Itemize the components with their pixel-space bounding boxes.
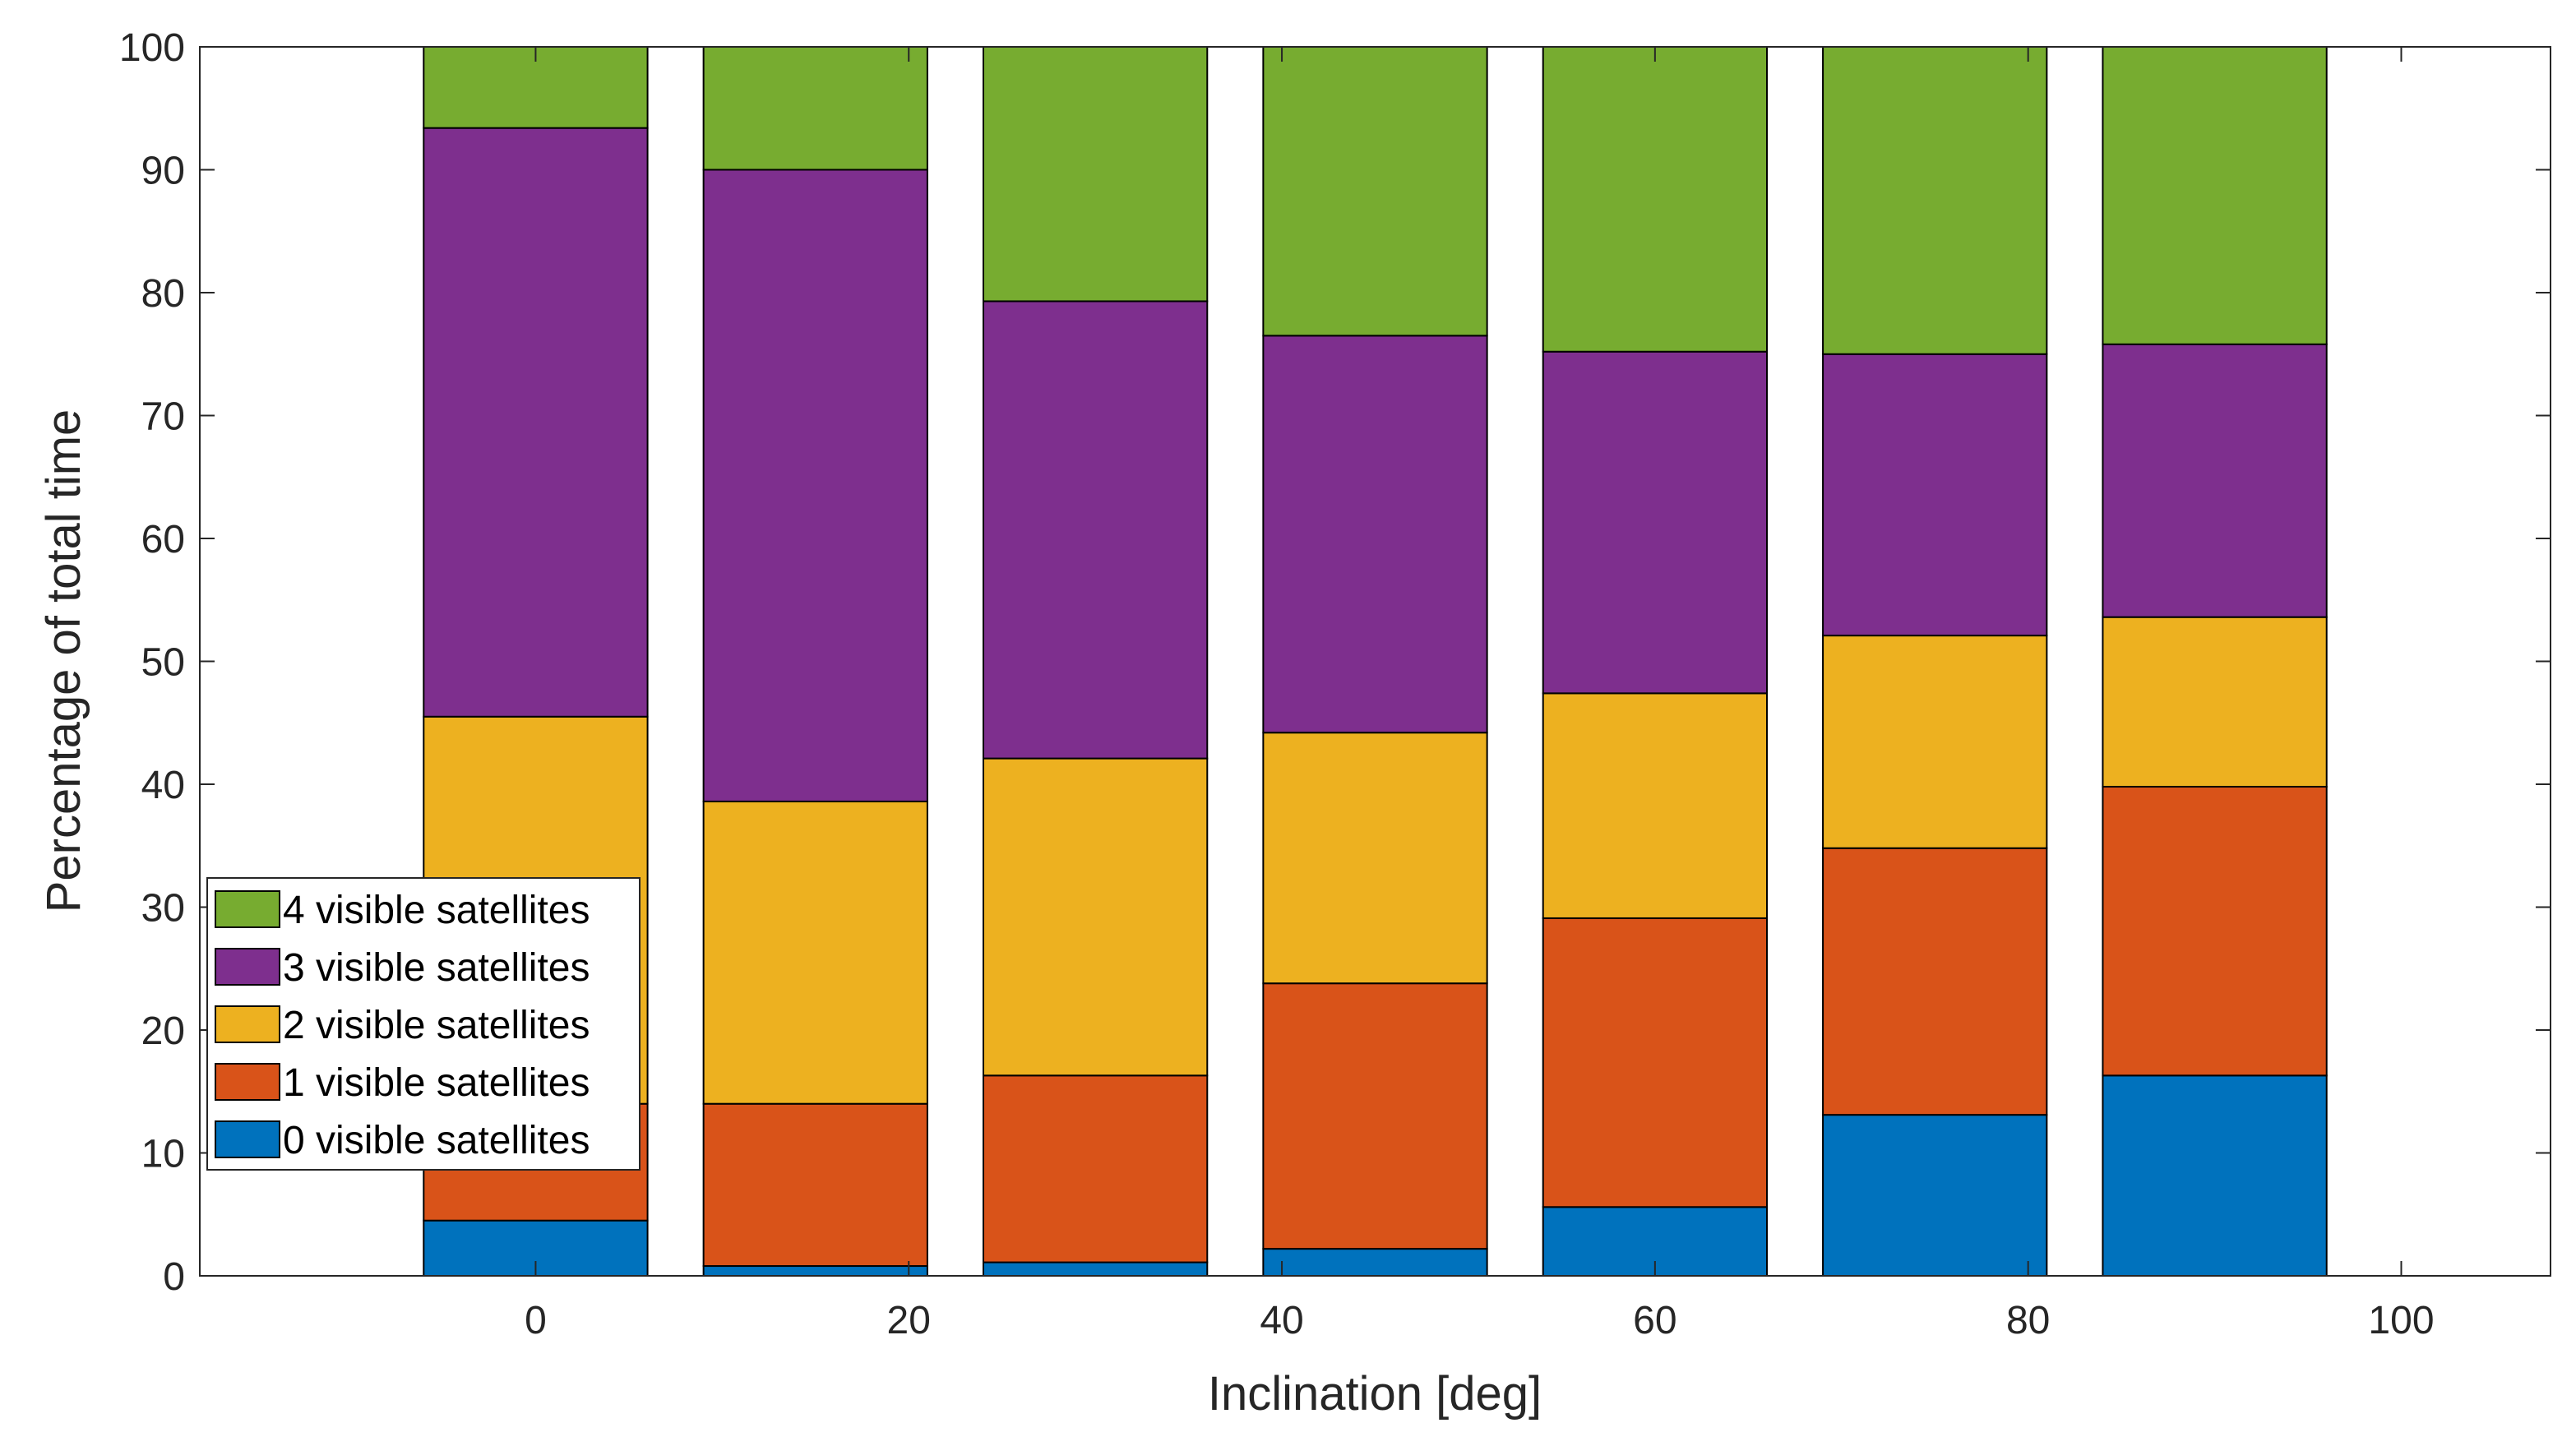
bar-segment-0-at-45 (1262, 1248, 1488, 1277)
bar-segment-1-at-45 (1262, 982, 1488, 1250)
bar-segment-1-at-60 (1542, 917, 1768, 1208)
bar-segment-4-at-30 (983, 46, 1209, 303)
y-tick-label: 50 (141, 641, 185, 685)
bar-segment-3-at-0 (423, 127, 649, 718)
x-tick-label: 40 (1260, 1299, 1303, 1342)
x-tick-label: 0 (525, 1299, 547, 1342)
legend: 4 visible satellites 3 visible satellites… (206, 877, 641, 1171)
bar-segment-3-at-75 (1822, 353, 2048, 637)
legend-entry-label: 2 visible satellites (283, 1004, 590, 1047)
bar-segment-4-at-15 (702, 46, 928, 171)
y-tick-label: 90 (141, 150, 185, 193)
y-tick-label: 40 (141, 764, 185, 807)
bar-segment-2-at-60 (1542, 692, 1768, 919)
y-tick-label: 100 (119, 26, 185, 70)
legend-swatch (215, 890, 280, 928)
bar-segment-0-at-75 (1822, 1114, 2048, 1277)
bar-segment-3-at-45 (1262, 335, 1488, 734)
bar-segment-2-at-45 (1262, 732, 1488, 985)
legend-swatch (215, 1120, 280, 1158)
x-tick-label: 20 (887, 1299, 931, 1342)
x-tick-label: 80 (2006, 1299, 2050, 1342)
bar-segment-4-at-60 (1542, 46, 1768, 353)
legend-entry-label: 3 visible satellites (283, 946, 590, 990)
bar-segment-3-at-90 (2102, 343, 2328, 618)
bar-segment-0-at-15 (702, 1265, 928, 1277)
legend-entry-label: 0 visible satellites (283, 1119, 590, 1162)
bar-segment-3-at-15 (702, 169, 928, 802)
bar-segment-0-at-30 (983, 1261, 1209, 1277)
bar-segment-4-at-90 (2102, 46, 2328, 345)
bar-segment-2-at-75 (1822, 635, 2048, 849)
bar-segment-1-at-15 (702, 1102, 928, 1268)
bar-segment-4-at-45 (1262, 46, 1488, 337)
bar-segment-1-at-30 (983, 1074, 1209, 1264)
bar-segment-4-at-0 (423, 46, 649, 129)
y-tick-label: 10 (141, 1133, 185, 1176)
legend-swatch (215, 1063, 280, 1101)
y-tick-label: 80 (141, 272, 185, 316)
y-tick-label: 60 (141, 518, 185, 561)
x-axis-ticks: 0 20 40 60 80 100 (525, 47, 2435, 1342)
legend-entry-label: 4 visible satellites (283, 889, 590, 932)
bar-segment-3-at-30 (983, 300, 1209, 760)
y-tick-label: 0 (163, 1255, 185, 1299)
bar-segment-4-at-75 (1822, 46, 2048, 355)
legend-swatch (215, 1005, 280, 1043)
x-tick-label: 100 (2368, 1299, 2434, 1342)
legend-entry-label: 1 visible satellites (283, 1061, 590, 1105)
bar-segment-2-at-90 (2102, 616, 2328, 788)
y-tick-label: 20 (141, 1009, 185, 1053)
legend-swatch (215, 948, 280, 986)
bar-segment-0-at-90 (2102, 1074, 2328, 1277)
x-tick-label: 60 (1633, 1299, 1676, 1342)
y-tick-label: 30 (141, 887, 185, 931)
bar-segment-1-at-90 (2102, 785, 2328, 1077)
bar-segment-2-at-30 (983, 757, 1209, 1077)
y-axis-ticks: 0 10 20 30 40 50 60 70 80 90 100 (119, 26, 2551, 1299)
y-axis-label: Percentage of total time (37, 409, 90, 913)
y-tick-label: 70 (141, 395, 185, 439)
bar-segment-1-at-75 (1822, 847, 2048, 1116)
bar-segment-3-at-60 (1542, 350, 1768, 695)
bars-group (423, 46, 2328, 1277)
x-axis-label: Inclination [deg] (1208, 1367, 1542, 1421)
bar-segment-2-at-15 (702, 800, 928, 1105)
